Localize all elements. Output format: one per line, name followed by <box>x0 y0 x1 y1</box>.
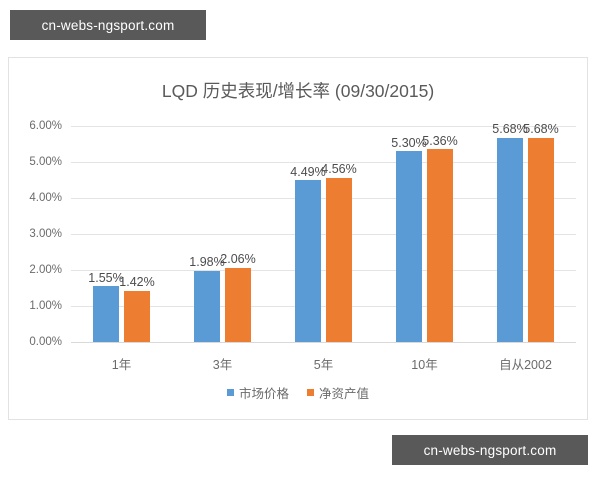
x-axis-tick-label: 自从2002 <box>499 358 552 372</box>
y-axis-tick-label: 4.00% <box>29 192 62 204</box>
bar-value-label: 2.06% <box>220 252 256 267</box>
legend-item[interactable]: 净资产值 <box>307 383 369 402</box>
chart-legend: 市场价格 净资产值 <box>9 383 587 402</box>
bar-value-label: 1.98% <box>189 255 225 270</box>
legend-label: 市场价格 <box>238 387 289 401</box>
legend-swatch-icon <box>226 389 234 396</box>
bar-value-label: 5.30% <box>391 135 427 150</box>
bar-value-label: 1.55% <box>88 270 124 285</box>
bar-value-label: 4.56% <box>321 162 357 177</box>
legend-item[interactable]: 市场价格 <box>226 383 289 402</box>
bar-wrapper: 1.98% <box>189 66 225 342</box>
x-axis-tick-label: 1年 <box>111 358 132 372</box>
bar-wrapper: 5.30% <box>391 66 427 342</box>
legend-swatch-icon <box>307 389 314 396</box>
plot-area: 0.00% 1.00% 2.00% 3.00% 4.00% 5.00% 6.00% 1.55%… <box>29 120 576 372</box>
gridline <box>71 162 576 163</box>
watermark-top: cn-webs-ngsport.com <box>10 10 206 40</box>
bar[interactable] <box>225 267 251 342</box>
bar[interactable] <box>396 151 422 342</box>
bar-group: 5.68% 5.68% 自从2002 <box>475 66 576 372</box>
x-axis-tick-label: 3年 <box>212 358 233 372</box>
bar[interactable] <box>93 286 119 342</box>
y-axis-tick-label: 1.00% <box>29 300 62 312</box>
x-axis-tick-label: 5年 <box>313 358 334 372</box>
bar-wrapper: 5.68% <box>523 66 559 342</box>
bar[interactable] <box>497 137 523 342</box>
bar[interactable] <box>124 290 150 342</box>
chart-card: LQD 历史表现/增长率 (09/30/2015) 0.00% 1.00% 2.00… <box>8 57 588 420</box>
bar-group: 5.30% 5.36% 10年 <box>374 66 475 372</box>
bar[interactable] <box>295 180 321 342</box>
chart-title: LQD 历史表现/增长率 (09/30/2015) <box>161 81 435 101</box>
bar-value-label: 5.68% <box>492 122 528 137</box>
y-axis-tick-label: 0.00% <box>29 336 62 348</box>
y-axis-tick-label: 2.00% <box>29 264 62 276</box>
x-axis-tick-label: 10年 <box>411 358 438 372</box>
bar-value-label: 1.42% <box>119 275 155 290</box>
bar-value-label: 5.68% <box>523 122 559 137</box>
bar[interactable] <box>326 177 352 342</box>
gridline <box>71 234 576 235</box>
y-axis-tick-label: 6.00% <box>29 120 62 132</box>
bar-group: 1.98% 2.06% 3年 <box>172 66 273 372</box>
bar-wrapper: 1.42% <box>119 66 155 342</box>
bar-wrapper: 5.36% <box>422 66 458 342</box>
bar-wrapper: 2.06% <box>220 66 256 342</box>
bar-wrapper: 4.56% <box>321 66 357 342</box>
y-axis-tick-label: 5.00% <box>29 156 62 168</box>
bar[interactable] <box>194 270 220 342</box>
bar-value-label: 5.36% <box>422 133 458 148</box>
bar[interactable] <box>528 137 554 342</box>
y-axis-tick-label: 3.00% <box>29 228 62 240</box>
bar-value-label: 4.49% <box>290 164 326 179</box>
gridline <box>71 198 576 199</box>
gridline <box>71 270 576 271</box>
bar-wrapper: 1.55% <box>88 66 124 342</box>
watermark-bottom: cn-webs-ngsport.com <box>392 435 588 465</box>
legend-label: 净资产值 <box>319 387 370 401</box>
bar-group: 1.55% 1.42% 1年 <box>71 66 172 372</box>
bar-wrapper: 4.49% <box>290 66 326 342</box>
bar-wrapper: 5.68% <box>492 66 528 342</box>
gridline <box>71 126 576 127</box>
bar[interactable] <box>427 149 453 342</box>
bar-group: 4.49% 4.56% 5年 <box>273 66 374 372</box>
gridline <box>71 342 576 343</box>
gridline <box>71 306 576 307</box>
